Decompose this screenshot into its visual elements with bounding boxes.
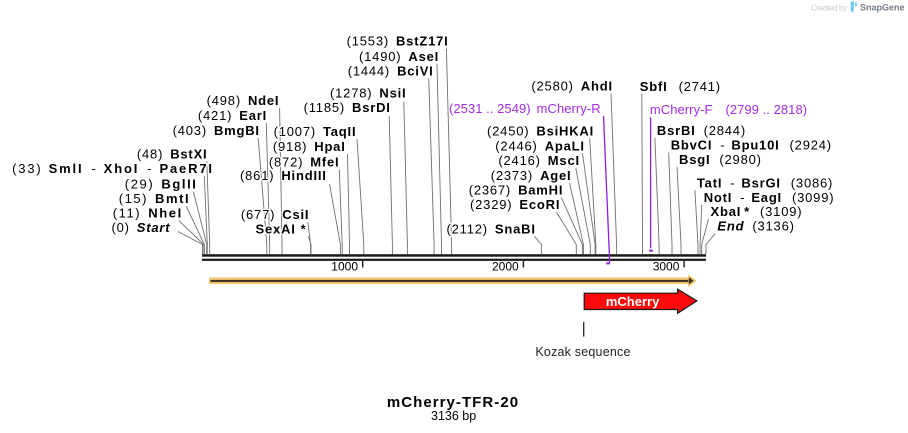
svg-text:Created by: Created by: [811, 3, 848, 13]
svg-text:(918)HpaI: (918) HpaI: [273, 139, 346, 154]
svg-text:End(3136): End (3136): [717, 218, 794, 233]
svg-text:BsrBI(2844): BsrBI (2844): [657, 123, 746, 138]
svg-text:(498)NdeI: (498) NdeI: [207, 93, 280, 108]
svg-text:(1185)BsrDI: (1185) BsrDI: [304, 100, 391, 115]
svg-text:(2373)AgeI: (2373) AgeI: [491, 168, 572, 183]
svg-text:Kozak sequence: Kozak sequence: [535, 345, 630, 359]
svg-text:(403)BmgBI: (403) BmgBI: [173, 123, 260, 138]
svg-text:(2446)ApaLI: (2446) ApaLI: [495, 138, 585, 153]
svg-text:(0)Start: (0) Start: [112, 220, 171, 235]
svg-text:(2580)AhdI: (2580) AhdI: [531, 79, 612, 94]
svg-text:2000: 2000: [492, 260, 519, 274]
svg-text:3136 bp: 3136 bp: [431, 409, 476, 423]
svg-text:NotI-EagI(3099): NotI - EagI (3099): [704, 190, 835, 205]
svg-text:(2329)EcoRI: (2329) EcoRI: [470, 197, 560, 212]
svg-text:(861)HindIII: (861) HindIII: [240, 168, 327, 183]
svg-text:TatI-BsrGI(3086): TatI - BsrGI (3086): [697, 175, 833, 190]
svg-text:(48)BstXI: (48) BstXI: [137, 146, 208, 161]
svg-text:1000: 1000: [331, 260, 358, 274]
svg-text:(2450)BsiHKAI: (2450) BsiHKAI: [487, 123, 594, 138]
svg-text:(11)NheI: (11) NheI: [113, 206, 183, 221]
svg-text:mCherry: mCherry: [606, 294, 660, 309]
svg-text:XbaI*(3109): XbaI * (3109): [711, 204, 803, 219]
svg-text:(1278)NsiI: (1278) NsiI: [330, 86, 406, 101]
svg-text:(1490)AseI: (1490) AseI: [359, 49, 439, 64]
svg-text:SnapGene: SnapGene: [860, 3, 905, 13]
svg-text:(2112)SnaBI: (2112) SnaBI: [447, 221, 536, 236]
svg-text:mCherry-F(2799 .. 2818): mCherry-F (2799 .. 2818): [650, 102, 807, 117]
svg-text:SbfI(2741): SbfI (2741): [640, 79, 721, 94]
svg-text:(1007)TaqII: (1007) TaqII: [274, 124, 357, 139]
svg-text:3000: 3000: [653, 260, 680, 274]
svg-text:BsgI(2980): BsgI (2980): [679, 152, 762, 167]
svg-text:(1444)BciVI: (1444) BciVI: [348, 63, 434, 78]
svg-text:mCherry-TFR-20: mCherry-TFR-20: [387, 394, 519, 411]
svg-text:(677)CsiI: (677) CsiI: [241, 207, 309, 222]
svg-text:(15)BmtI: (15) BmtI: [119, 191, 190, 206]
svg-text:(29)BglII: (29) BglII: [125, 177, 198, 192]
svg-text:(872)MfeI: (872) MfeI: [269, 155, 340, 170]
svg-text:BbvCI-Bpu10I(2924): BbvCI - Bpu10I (2924): [671, 137, 832, 152]
svg-text:(1553)BstZ17I: (1553) BstZ17I: [347, 34, 449, 49]
svg-text:(2531 .. 2549)mCherry-R: (2531 .. 2549) mCherry-R: [449, 101, 601, 116]
svg-text:SexAI*: SexAI *: [256, 221, 307, 236]
svg-text:(421)EarI: (421) EarI: [198, 108, 267, 123]
svg-text:(2416)MscI: (2416) MscI: [498, 153, 580, 168]
svg-text:(33)SmlI-XhoI-PaeR7I: (33) SmlI - XhoI - PaeR7I: [12, 161, 214, 176]
svg-text:(2367)BamHI: (2367) BamHI: [469, 183, 564, 198]
